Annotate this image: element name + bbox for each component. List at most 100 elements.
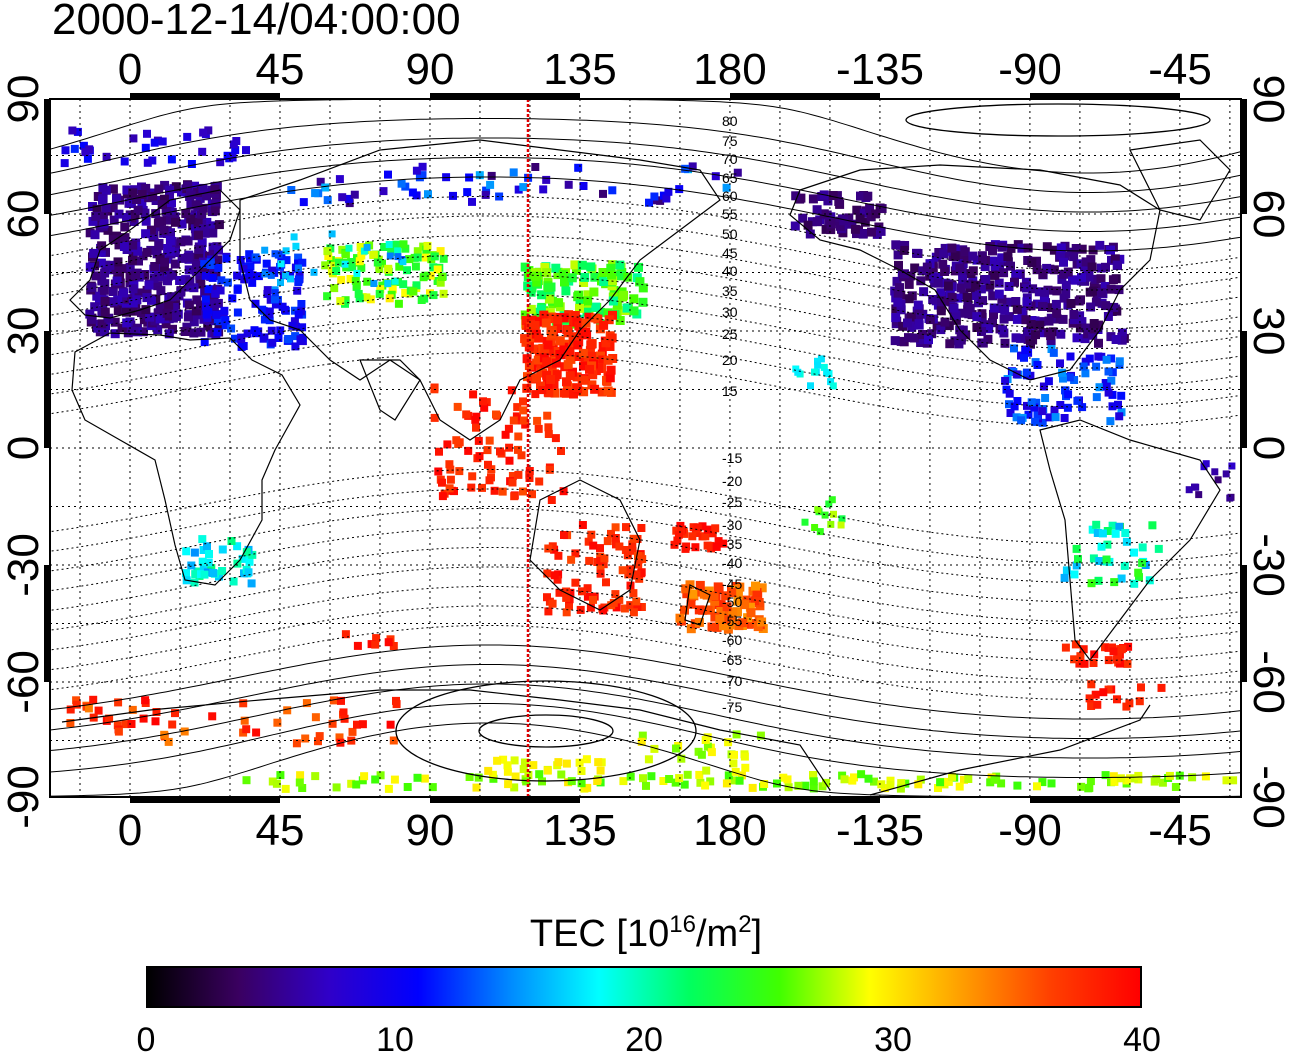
tec-data-point (89, 248, 99, 258)
tec-data-point (578, 348, 588, 358)
tec-data-point (551, 434, 560, 443)
tec-data-point (190, 578, 199, 587)
tec-data-point (128, 240, 138, 250)
tec-data-point (242, 548, 251, 557)
tec-data-point (672, 744, 680, 753)
tec-data-point (72, 696, 81, 705)
tec-data-point (143, 158, 152, 167)
tec-data-point (87, 282, 97, 292)
tec-data-point (100, 296, 110, 306)
tec-data-point (245, 254, 254, 263)
tec-data-point (1121, 529, 1130, 537)
tec-data-point (722, 602, 732, 612)
tec-data-point (620, 604, 629, 613)
tec-data-point (274, 334, 283, 342)
tec-data-point (170, 259, 180, 269)
tec-data-point (355, 294, 364, 303)
tec-data-point (940, 243, 950, 253)
tec-data-point (233, 559, 242, 568)
tec-data-point (650, 192, 659, 201)
tec-data-point (138, 327, 148, 337)
tec-data-point (914, 780, 923, 789)
tec-data-point (544, 388, 554, 398)
tec-data-point (1080, 334, 1090, 344)
tec-data-point (378, 259, 386, 268)
tec-data-point (656, 196, 665, 205)
tec-data-point (166, 246, 176, 256)
tec-data-point (453, 402, 462, 411)
tec-data-point (474, 436, 483, 445)
tec-data-point (1052, 308, 1062, 318)
tec-data-point (261, 246, 269, 254)
tec-data-point (108, 184, 118, 194)
tec-data-point (689, 589, 699, 599)
tec-data-point (161, 319, 171, 329)
tec-data-point (375, 289, 384, 298)
tec-data-point (708, 529, 717, 538)
tec-data-point (550, 571, 559, 580)
tec-data-point (1069, 315, 1079, 325)
tec-data-point (348, 727, 357, 736)
tec-data-point (411, 262, 420, 271)
tec-data-point (413, 773, 422, 782)
tec-data-point (198, 183, 208, 193)
tec-data-point (376, 771, 385, 780)
tec-data-point (61, 146, 70, 155)
tec-data-point (998, 325, 1008, 335)
y-tick-left: 0 (0, 436, 48, 460)
tec-data-point (223, 278, 232, 287)
tec-data-point (839, 216, 849, 226)
tec-data-point (371, 640, 380, 649)
tec-data-point (1072, 544, 1081, 553)
tec-data-point (1138, 559, 1147, 568)
tec-data-point (1000, 305, 1010, 315)
x-tick-bottom: 135 (543, 806, 616, 855)
tec-data-point (294, 259, 302, 268)
tec-data-point (394, 253, 402, 261)
tec-data-point (1106, 284, 1116, 294)
tec-data-point (1096, 288, 1106, 297)
tec-data-point (334, 258, 343, 267)
tec-data-point (1026, 320, 1036, 329)
tec-data-point (168, 720, 177, 729)
tec-data-point (109, 235, 119, 245)
tec-data-point (1102, 355, 1111, 364)
tec-data-point (543, 379, 553, 389)
tec-data-point (183, 236, 193, 246)
tec-data-point (662, 194, 671, 203)
tec-data-point (855, 214, 865, 224)
tec-data-point (569, 389, 578, 399)
tec-data-point (681, 584, 691, 594)
tec-data-point (629, 306, 639, 316)
tec-data-point (607, 270, 617, 280)
colorbar-title-mid: /m (695, 912, 739, 955)
x-tick-top: -90 (998, 45, 1062, 94)
contour-label: 80 (722, 113, 738, 129)
tec-data-point (594, 364, 604, 373)
tec-data-point (298, 258, 307, 267)
tec-data-point (703, 525, 712, 534)
mag-contour (50, 196, 1241, 271)
tec-data-point (375, 265, 384, 273)
tec-data-point (193, 188, 203, 197)
tec-data-point (535, 770, 544, 779)
tec-data-point (997, 779, 1006, 788)
tec-data-point (1074, 555, 1082, 564)
tec-data-point (1059, 269, 1068, 279)
tec-data-point (366, 295, 375, 304)
tec-data-point (324, 252, 333, 260)
tec-data-point (830, 510, 837, 518)
tec-data-point (711, 524, 720, 533)
tec-data-point (1103, 540, 1112, 549)
mag-contour (50, 703, 1241, 778)
tec-data-point (435, 447, 443, 456)
tec-data-point (250, 326, 259, 335)
tec-data-point (268, 777, 277, 786)
tec-data-point (895, 283, 904, 293)
tec-data-point (1088, 245, 1098, 255)
tec-data-point (1096, 274, 1106, 284)
tec-data-point (191, 570, 200, 579)
tec-data-point (1071, 244, 1081, 253)
tec-data-point (1020, 353, 1028, 362)
tec-data-point (944, 777, 953, 786)
